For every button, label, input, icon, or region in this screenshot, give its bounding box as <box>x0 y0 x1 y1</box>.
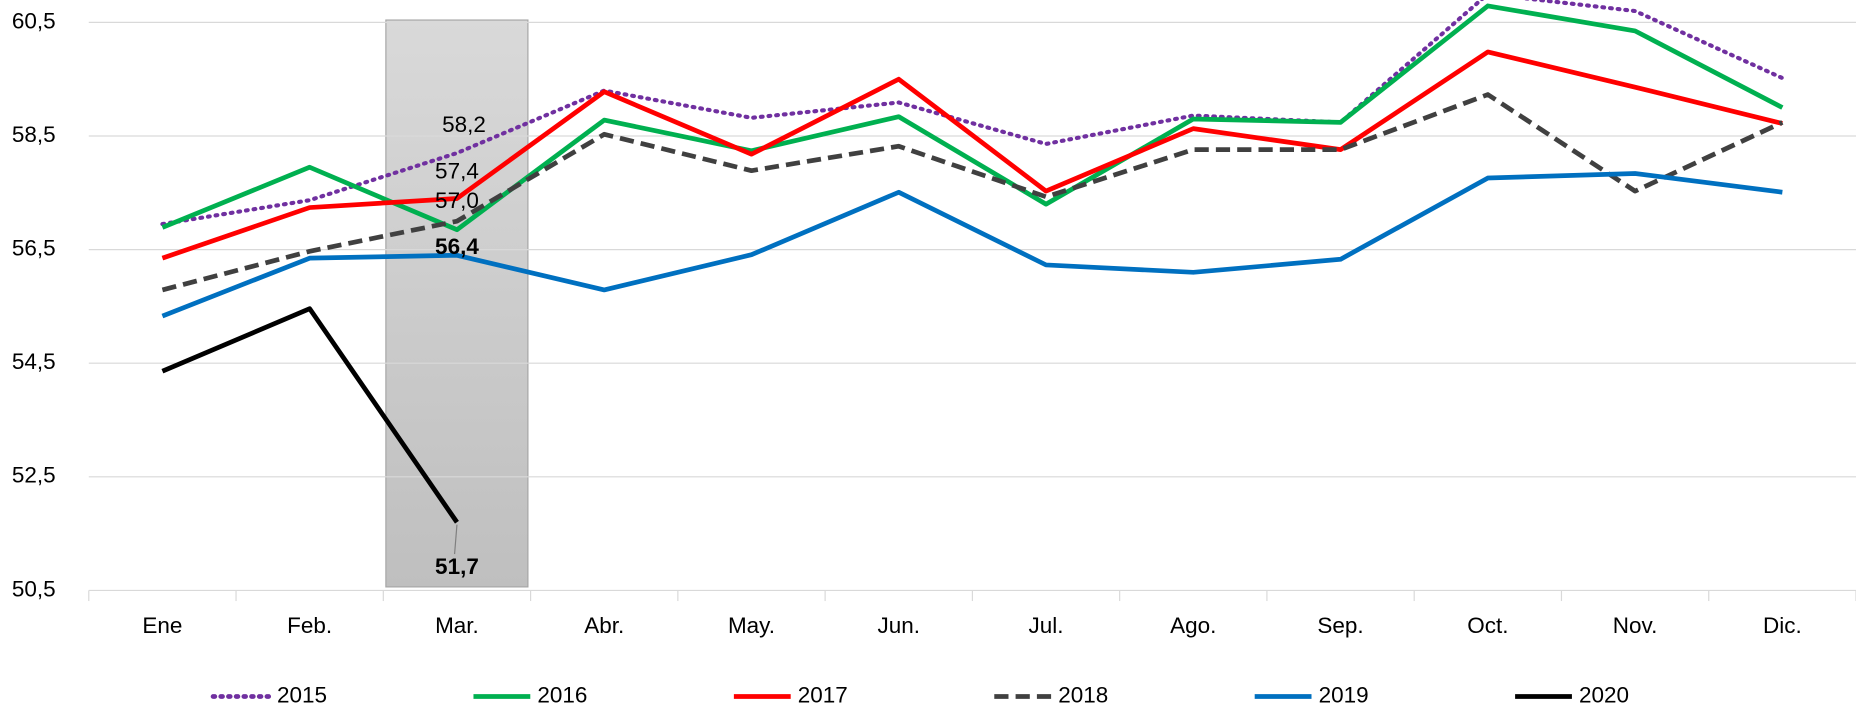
series-line <box>161 3 1784 233</box>
x-tick-label: Mar. <box>435 613 479 638</box>
y-tick-label: 56,5 <box>12 236 56 261</box>
x-tick-label: Ene <box>142 613 182 638</box>
x-tick-label: Jul. <box>1029 613 1064 638</box>
x-tick-label: Oct. <box>1467 613 1508 638</box>
y-tick-label: 50,5 <box>12 576 56 601</box>
series-line <box>161 92 1784 293</box>
data-label: 51,7 <box>435 554 479 579</box>
x-tick-label: Abr. <box>584 613 624 638</box>
legend-label: 2015 <box>277 682 327 707</box>
data-label: 57,4 <box>435 159 479 184</box>
x-tick-label: Dic. <box>1763 613 1802 638</box>
data-label: 57,0 <box>435 188 479 213</box>
legend-label: 2016 <box>537 682 587 707</box>
series-line <box>160 0 1785 227</box>
y-tick-label: 58,5 <box>12 122 56 147</box>
data-label: 58,2 <box>442 112 486 137</box>
x-tick-label: Jun. <box>877 613 920 638</box>
plot-lines <box>160 0 1785 524</box>
x-tick-label: Ago. <box>1170 613 1216 638</box>
data-label: 56,4 <box>435 234 479 259</box>
highlight-box <box>385 19 529 588</box>
legend-label: 2020 <box>1579 682 1629 707</box>
x-tick-label: May. <box>728 613 775 638</box>
x-tick-label: Feb. <box>287 613 332 638</box>
y-tick-label: 60,5 <box>12 8 56 33</box>
legend-label: 2018 <box>1058 682 1108 707</box>
series-line <box>161 49 1783 261</box>
y-tick-label: 52,5 <box>12 463 56 488</box>
series-line <box>161 306 459 524</box>
x-tick-label: Sep. <box>1317 613 1363 638</box>
legend-label: 2017 <box>798 682 848 707</box>
y-tick-label: 54,5 <box>12 349 56 374</box>
label-leader <box>453 524 458 555</box>
legend-label: 2019 <box>1319 682 1369 707</box>
series-line <box>161 171 1783 319</box>
x-tick-label: Nov. <box>1613 613 1658 638</box>
